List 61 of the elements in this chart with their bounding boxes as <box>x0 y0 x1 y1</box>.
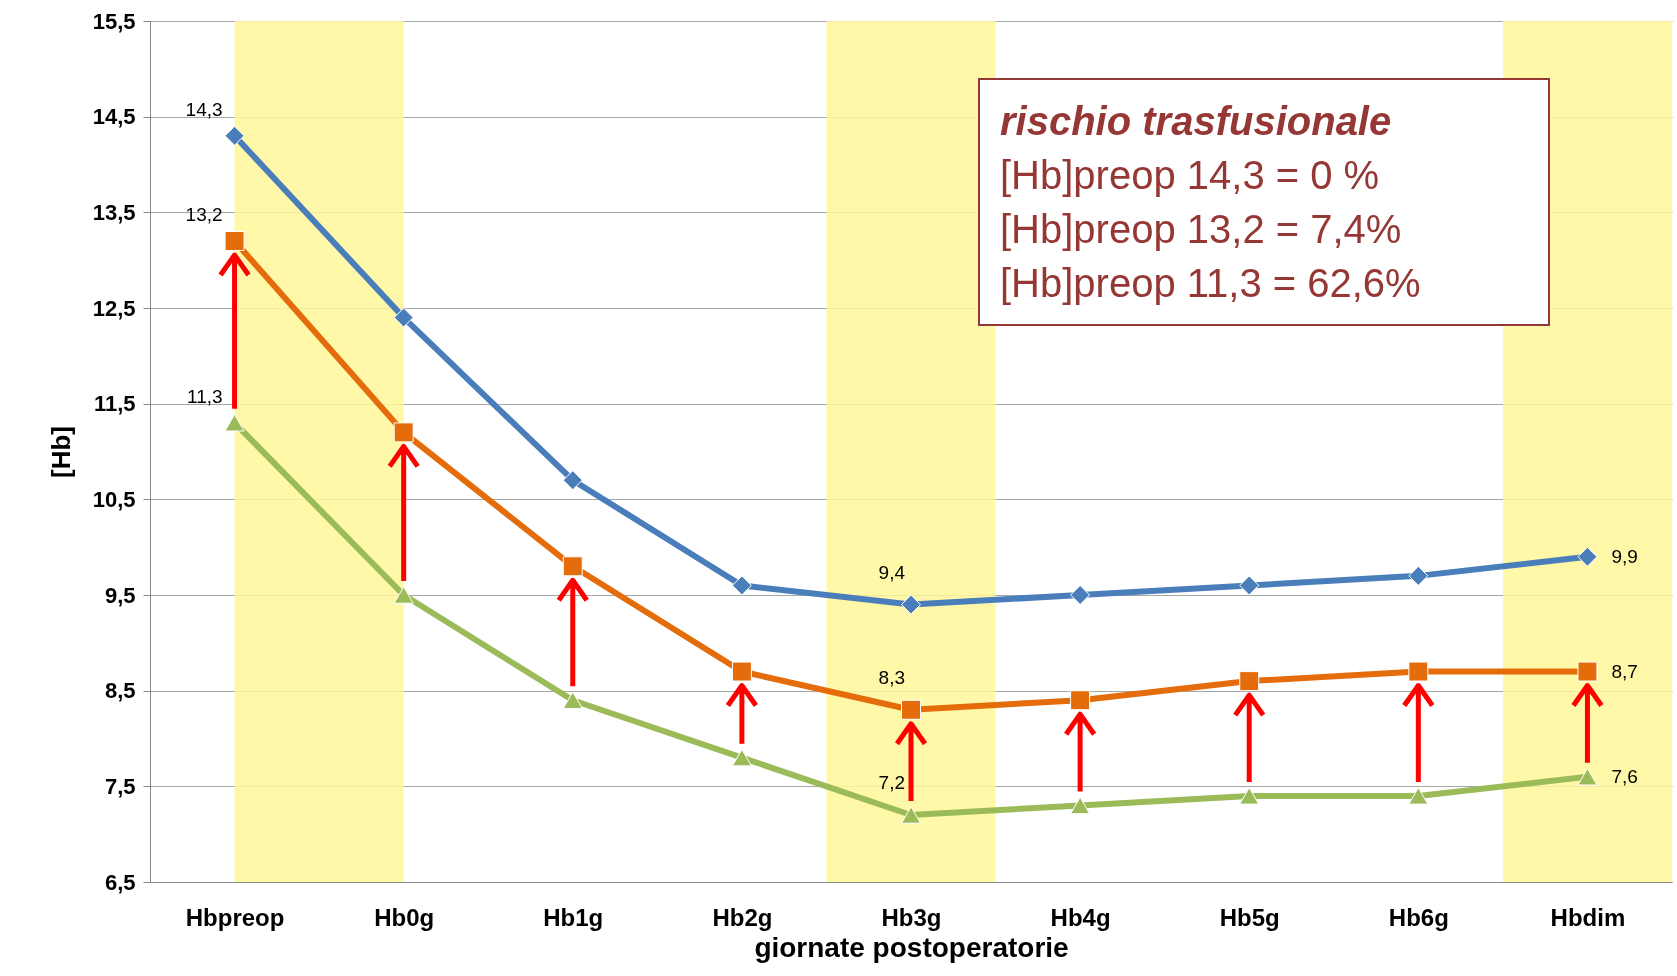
y-tick-label: 8,5 <box>104 678 136 704</box>
point <box>224 414 245 432</box>
data-label: 11,3 <box>186 385 223 407</box>
x-tick-label: Hb0g <box>374 903 435 931</box>
y-tick-label: 12,5 <box>92 295 136 321</box>
point <box>224 125 245 146</box>
data-label: 9,4 <box>878 561 906 583</box>
data-label: 13,2 <box>185 204 223 226</box>
annotation: [Hb]preop 13,2 = 7,4% <box>1000 206 1403 253</box>
point <box>1239 787 1260 805</box>
x-tick-label: Hbpreop <box>185 903 285 931</box>
x-tick-label: Hb3g <box>881 903 942 931</box>
x-tick-label: Hb4g <box>1050 903 1111 931</box>
point <box>731 661 752 682</box>
point <box>1577 546 1598 567</box>
point <box>1408 565 1429 586</box>
point <box>731 575 752 596</box>
x-tick-label: Hb5g <box>1219 903 1280 931</box>
y-tick-label: 13,5 <box>92 199 136 225</box>
point <box>901 699 921 720</box>
y-tick-label: 6,5 <box>104 869 136 895</box>
point <box>1577 768 1598 786</box>
y-axis-title: [Hb] <box>45 426 76 478</box>
point <box>1239 671 1260 692</box>
point <box>393 586 414 604</box>
x-tick-label: Hb1g <box>543 903 604 931</box>
y-tick-label: 15,5 <box>92 8 136 34</box>
y-tick-label: 10,5 <box>92 486 136 512</box>
point <box>1408 661 1429 682</box>
y-tick-label: 14,5 <box>92 104 136 130</box>
data-label: 7,2 <box>878 772 905 794</box>
annotation: [Hb]preop 11,3 = 62,6% <box>1000 260 1422 307</box>
point <box>901 594 921 615</box>
point <box>562 470 583 491</box>
data-label: 7,6 <box>1611 765 1638 787</box>
point <box>393 422 414 443</box>
point <box>1577 661 1598 682</box>
x-tick-label: Hbdim <box>1550 903 1626 931</box>
point <box>562 556 583 577</box>
x-tick-label: Hb6g <box>1388 903 1449 931</box>
point <box>1070 585 1091 605</box>
point <box>901 806 921 824</box>
data-label: 14,3 <box>185 98 223 120</box>
point <box>393 307 414 328</box>
point <box>1408 787 1429 805</box>
annotation: [Hb]preop 14,3 = 0 % <box>1000 152 1381 199</box>
y-tick-label: 7,5 <box>104 773 136 799</box>
data-label: 8,3 <box>878 666 905 688</box>
point <box>224 231 245 252</box>
point <box>731 748 752 767</box>
point <box>562 691 583 709</box>
point <box>1070 690 1091 711</box>
y-tick-label: 9,5 <box>104 582 136 608</box>
data-label: 9,9 <box>1611 545 1638 567</box>
point <box>1070 796 1091 815</box>
point <box>1239 575 1260 596</box>
x-axis-title: giornate postoperatorie <box>754 931 1069 963</box>
y-tick-label: 11,5 <box>93 391 136 417</box>
x-tick-label: Hb2g <box>712 903 773 931</box>
data-label: 8,7 <box>1611 660 1638 682</box>
annotation: rischio trasfusionale <box>1000 98 1393 145</box>
